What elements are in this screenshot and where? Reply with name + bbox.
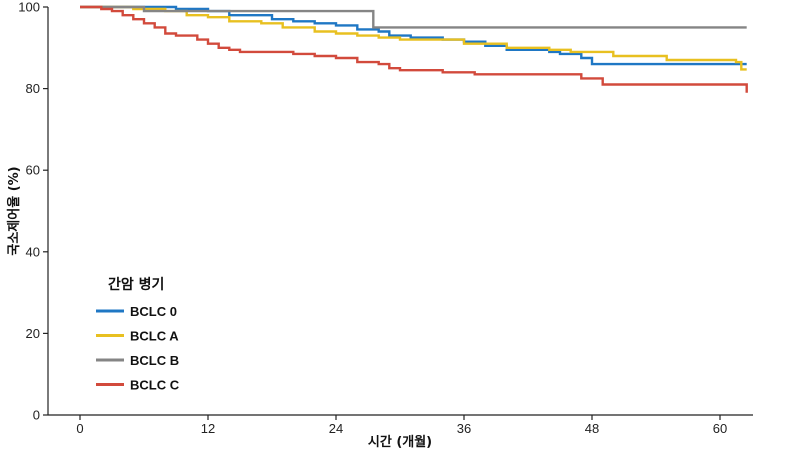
x-tick-label: 0 xyxy=(76,421,83,436)
legend-title: 간암 병기 xyxy=(108,276,164,293)
x-tick-label: 24 xyxy=(329,421,343,436)
y-axis-title: 국소제어율 (%) xyxy=(6,166,22,255)
series-line-bclc-b xyxy=(80,5,747,29)
y-tick-label: 100 xyxy=(18,0,40,15)
legend-label-bclc-0: BCLC 0 xyxy=(130,304,177,319)
x-tick-label: 60 xyxy=(713,421,727,436)
series-line-bclc-c xyxy=(80,5,748,93)
series-line-bclc-0 xyxy=(80,5,747,66)
legend-label-bclc-c: BCLC C xyxy=(130,378,180,393)
legend-items: BCLC 0 BCLC A BCLC B BCLC C xyxy=(96,304,180,393)
y-tick-label: 0 xyxy=(33,408,40,423)
x-tick-label: 36 xyxy=(457,421,471,436)
legend-label-bclc-a: BCLC A xyxy=(130,329,179,344)
y-tick-label: 80 xyxy=(26,81,40,96)
legend: 간암 병기 BCLC 0 BCLC A BCLC B BCLC C xyxy=(96,276,180,393)
axes xyxy=(47,7,753,416)
y-ticks: 0 20 40 60 80 100 xyxy=(18,0,48,423)
legend-label-bclc-b: BCLC B xyxy=(130,353,179,368)
x-ticks: 0 12 24 36 48 60 xyxy=(76,415,727,436)
x-tick-label: 12 xyxy=(201,421,215,436)
series-line-bclc-a xyxy=(80,5,747,71)
y-tick-label: 40 xyxy=(26,244,40,259)
series-lines xyxy=(80,5,748,93)
x-axis-title: 시간 (개월) xyxy=(368,434,432,450)
x-tick-label: 48 xyxy=(585,421,599,436)
y-tick-label: 20 xyxy=(26,326,40,341)
y-tick-label: 60 xyxy=(26,163,40,178)
